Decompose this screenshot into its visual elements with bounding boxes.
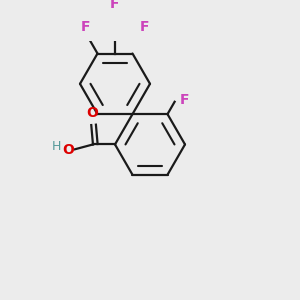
Text: O: O <box>87 106 98 120</box>
Text: O: O <box>62 143 74 157</box>
Text: F: F <box>110 0 120 11</box>
Text: F: F <box>179 94 189 107</box>
Text: H: H <box>51 140 61 153</box>
Text: F: F <box>140 20 149 34</box>
Text: F: F <box>81 20 91 34</box>
